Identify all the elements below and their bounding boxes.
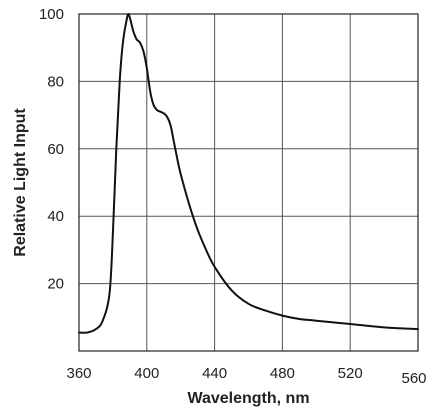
x-tick-label: 360	[66, 365, 91, 382]
y-tick-label: 60	[47, 141, 64, 158]
y-tick-label: 20	[47, 276, 64, 293]
y-tick-label: 40	[47, 208, 64, 225]
grid-lines	[79, 14, 418, 351]
x-tick-label: 520	[338, 365, 363, 382]
y-tick-label: 80	[47, 73, 64, 90]
x-tick-label: 400	[134, 365, 159, 382]
y-axis-label: Relative Light Input	[12, 108, 29, 257]
y-tick-labels: 20 40 60 80 100	[39, 6, 64, 293]
x-tick-label: 560	[401, 370, 426, 387]
x-tick-label: 480	[270, 365, 295, 382]
plot-frame	[78, 13, 419, 352]
y-tick-label: 100	[39, 6, 64, 23]
series-line	[78, 12, 419, 334]
series-layer	[78, 12, 419, 334]
x-axis-label: Wavelength, nm	[187, 390, 309, 407]
x-tick-labels: 360 400 440 480 520 560	[66, 365, 426, 387]
x-tick-label: 440	[202, 365, 227, 382]
